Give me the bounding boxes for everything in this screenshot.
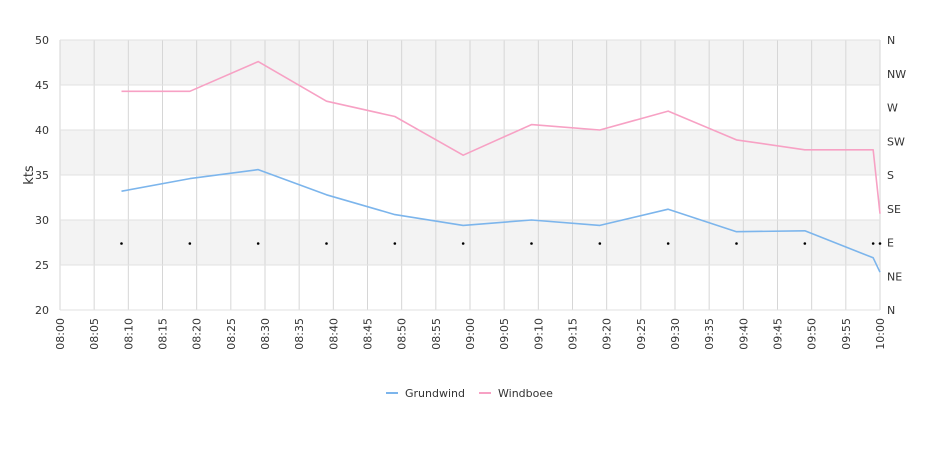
x-tick-label: 08:40 [327,318,340,350]
y2-tick-label: S [887,169,894,182]
y2-tick-label: W [887,102,898,115]
direction-point [803,242,807,245]
y-tick-label: 50 [35,34,49,47]
x-tick-label: 09:25 [635,318,648,350]
x-tick-label: 08:10 [122,318,135,350]
y2-tick-label: E [887,237,894,250]
x-tick-label: 09:50 [806,318,819,350]
x-tick-label: 09:35 [703,318,716,350]
x-tick-label: 09:45 [772,318,785,350]
y-axis-ticks: 20 25 30 35 40 45 50 [35,34,49,317]
y-axis-label: kts [22,165,37,185]
x-tick-label: 09:40 [737,318,750,350]
x-tick-label: 08:55 [430,318,443,350]
x-tick-label: 09:55 [840,318,853,350]
x-tick-label: 10:00 [874,318,887,350]
series-line-grundwind [121,168,881,273]
series-line-windboee [121,60,881,214]
y2-tick-label: SE [887,203,901,216]
legend-label: Grundwind [405,387,465,400]
x-tick-label: 08:45 [362,318,375,350]
y2-tick-label: NE [887,270,902,283]
x-tick-label: 08:05 [88,318,101,350]
direction-point [530,242,533,245]
direction-point [461,242,465,245]
x-tick-label: 08:50 [396,318,409,350]
x-tick-label: 08:20 [191,318,204,350]
direction-point [393,242,397,245]
y2-tick-label: NW [887,68,906,81]
direction-point [598,242,602,245]
y2-tick-label: N [887,34,895,47]
direction-point [188,242,192,245]
x-tick-label: 09:20 [601,318,614,350]
x-axis-ticks: 08:00 08:05 08:10 08:15 08:20 08:25 08:30 08:35… [54,318,887,350]
direction-point [666,242,670,245]
x-tick-label: 09:30 [669,318,682,350]
legend-item-grundwind[interactable]: Grundwind [386,387,465,400]
x-tick-label: 09:15 [567,318,580,350]
y2-tick-label: N [887,304,895,317]
y-tick-label: 25 [35,259,49,272]
horizontal-gridlines [60,39,880,311]
y2-axis-ticks: N NE E SE S SW W NW N [887,34,906,317]
direction-point [735,242,738,245]
direction-point [871,242,875,245]
x-tick-label: 08:00 [54,318,67,350]
y2-tick-label: SW [887,135,905,148]
x-tick-label: 09:00 [464,318,477,350]
x-tick-label: 08:25 [225,318,238,350]
y-tick-label: 40 [35,124,49,137]
legend-item-windboee[interactable]: Windboee [479,387,553,400]
x-tick-label: 08:30 [259,318,272,350]
direction-point [120,242,123,245]
y-tick-label: 20 [35,304,49,317]
y-tick-label: 45 [35,79,49,92]
x-tick-label: 09:10 [532,318,545,350]
direction-point [325,242,328,245]
direction-point [256,242,260,245]
y-tick-label: 35 [35,169,49,182]
legend-label: Windboee [498,387,553,400]
y-tick-label: 30 [35,214,49,227]
x-tick-label: 08:35 [293,318,306,350]
series-group [120,60,882,273]
legend[interactable]: Grundwind Windboee [386,387,553,400]
x-tick-label: 09:05 [498,318,511,350]
direction-point [878,242,882,245]
x-tick-label: 08:15 [157,318,170,350]
